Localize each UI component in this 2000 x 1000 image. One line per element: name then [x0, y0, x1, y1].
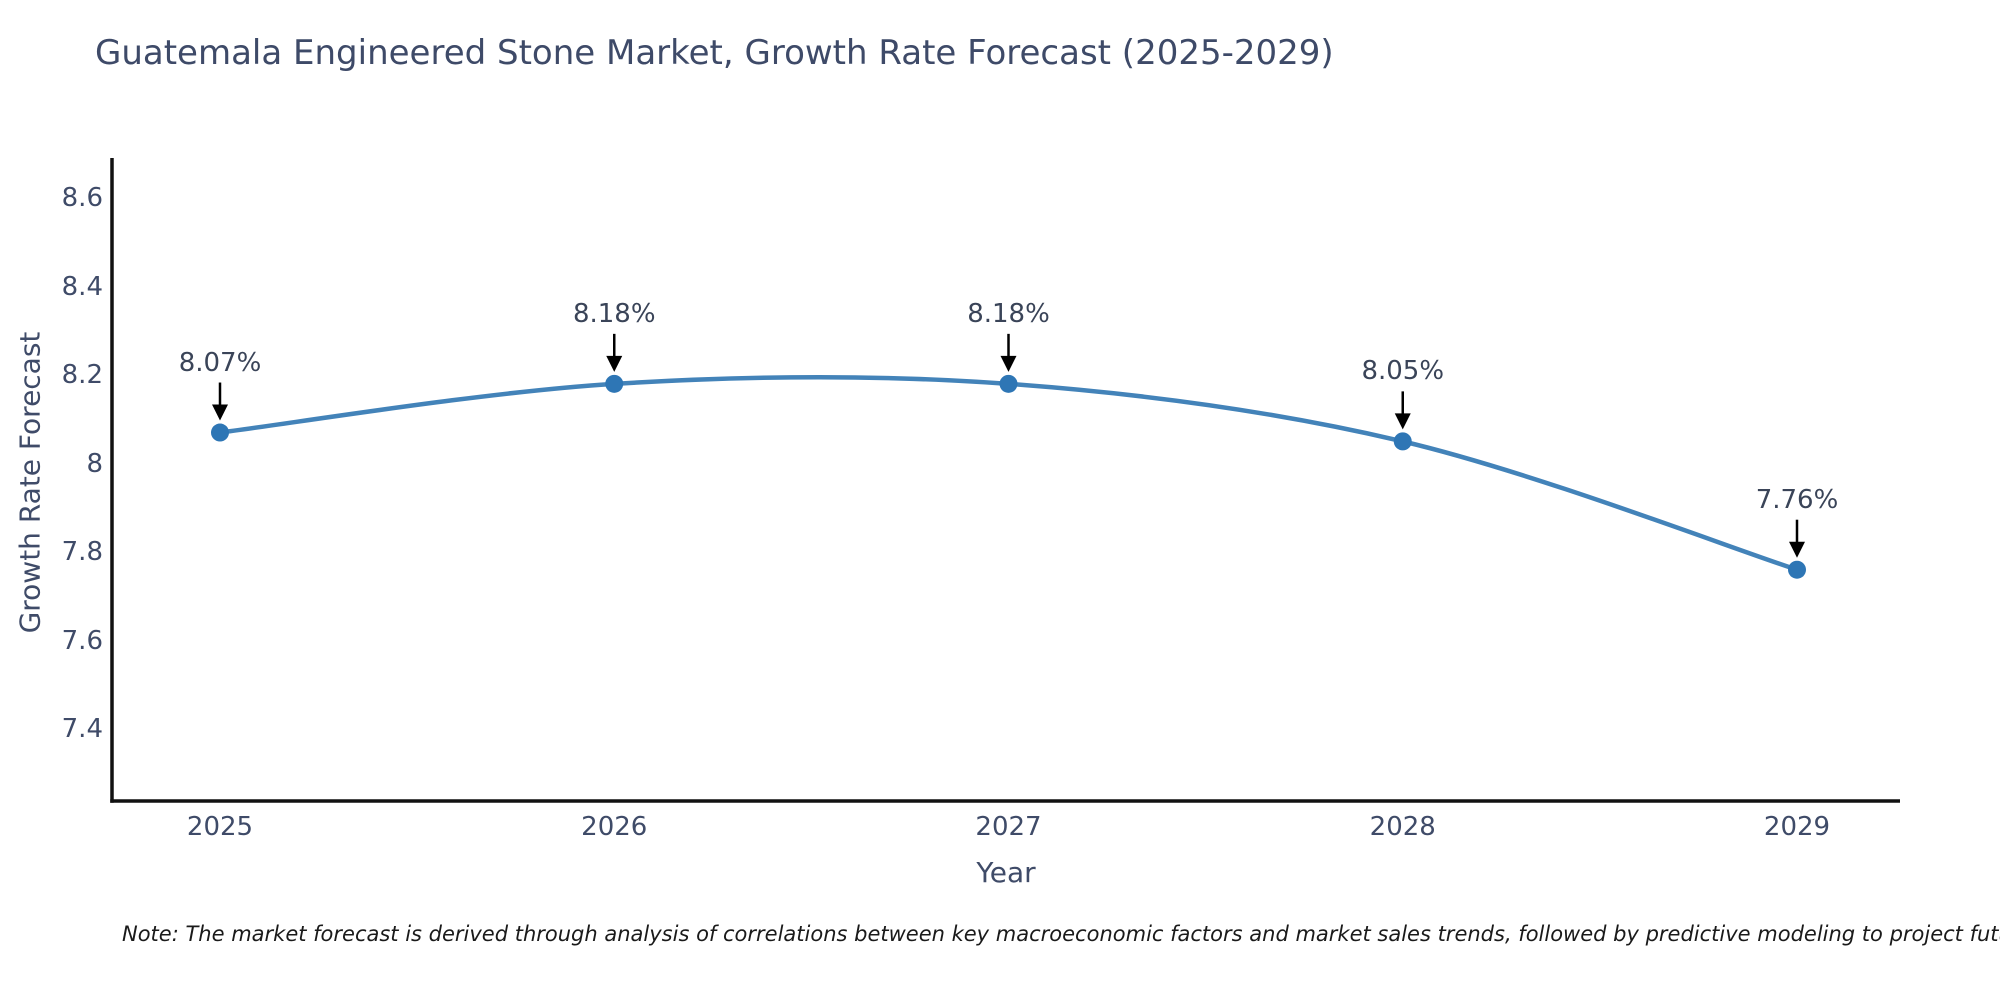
data-point-marker [999, 374, 1018, 393]
y-tick-label: 8.2 [61, 360, 103, 390]
data-point-marker [1788, 560, 1806, 579]
y-tick-label: 7.4 [61, 714, 103, 744]
data-point-label: 8.18% [572, 298, 656, 329]
x-tick-label: 2029 [1763, 812, 1831, 842]
y-tick-label: 8.6 [61, 183, 103, 213]
data-point-marker [605, 374, 624, 393]
footnote-text: Note: The market forecast is derived thr… [122, 922, 2000, 946]
forecast-line-path [219, 374, 1798, 572]
x-tick-label: 2026 [581, 812, 648, 842]
y-tick-label: 7.8 [61, 537, 103, 567]
x-tick-label: 2028 [1369, 812, 1436, 842]
data-point-label: 8.07% [178, 347, 262, 378]
x-tick-label: 2027 [975, 812, 1042, 842]
y-tick-label: 8.4 [61, 271, 103, 302]
data-point-label: 8.18% [967, 298, 1050, 329]
annotation-arrow-head [212, 404, 228, 421]
annotation-arrow-head [1000, 355, 1017, 372]
annotation-arrow-head [606, 355, 623, 372]
annotation-arrow-head [1789, 541, 1805, 558]
x-axis-title: Year [976, 856, 1036, 889]
data-point-marker [211, 423, 229, 442]
y-tick-label: 8 [86, 448, 103, 479]
x-tick-label: 2025 [186, 812, 254, 842]
y-tick-label: 7.6 [61, 625, 103, 656]
chart-title: Guatemala Engineered Stone Market, Growt… [95, 33, 1334, 73]
data-point-label: 7.76% [1755, 484, 1839, 515]
annotation-arrow-head [1394, 413, 1411, 430]
data-point-marker [1393, 432, 1412, 451]
data-point-label: 8.05% [1361, 356, 1445, 387]
